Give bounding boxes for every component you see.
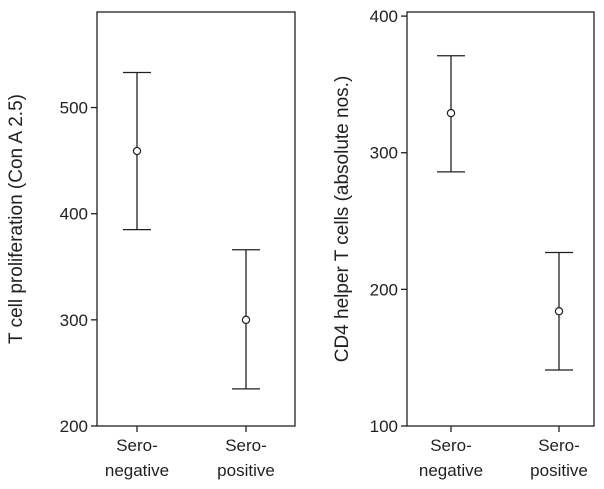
x-category-label: positive — [530, 461, 588, 480]
y-tick-label: 200 — [60, 417, 88, 436]
x-category-label: negative — [419, 461, 483, 480]
y-tick-label: 200 — [370, 280, 398, 299]
chart-panel-2: 100 200 300 400 Sero-negative Sero-positive CD… — [332, 7, 595, 480]
x-category-label: Sero- — [430, 436, 472, 455]
plot-frame — [96, 11, 296, 427]
y-tick-label: 400 — [370, 7, 398, 26]
x-category-label: Sero- — [116, 436, 158, 455]
y-tick-label: 300 — [370, 144, 398, 163]
y-axis-title: T cell proliferation (Con A 2.5) — [6, 94, 27, 344]
x-category-label: Sero- — [538, 436, 580, 455]
mean-point — [554, 307, 564, 316]
mean-point — [446, 108, 456, 118]
x-category-label: positive — [217, 461, 275, 480]
mean-point — [241, 315, 251, 325]
y-tick-label: 100 — [370, 417, 398, 436]
chart-panel-1: 200 300 400 500 Sero-negative Sero-positive T … — [6, 11, 296, 480]
y-tick-label: 400 — [60, 205, 88, 224]
mean-point — [132, 146, 142, 156]
x-category-label: Sero- — [225, 436, 267, 455]
y-tick-label: 300 — [60, 311, 88, 330]
y-axis-title: CD4 helper T cells (absolute nos.) — [332, 76, 353, 363]
plot-frame — [406, 11, 595, 427]
y-tick-label: 500 — [60, 99, 88, 118]
x-category-label: negative — [105, 461, 169, 480]
